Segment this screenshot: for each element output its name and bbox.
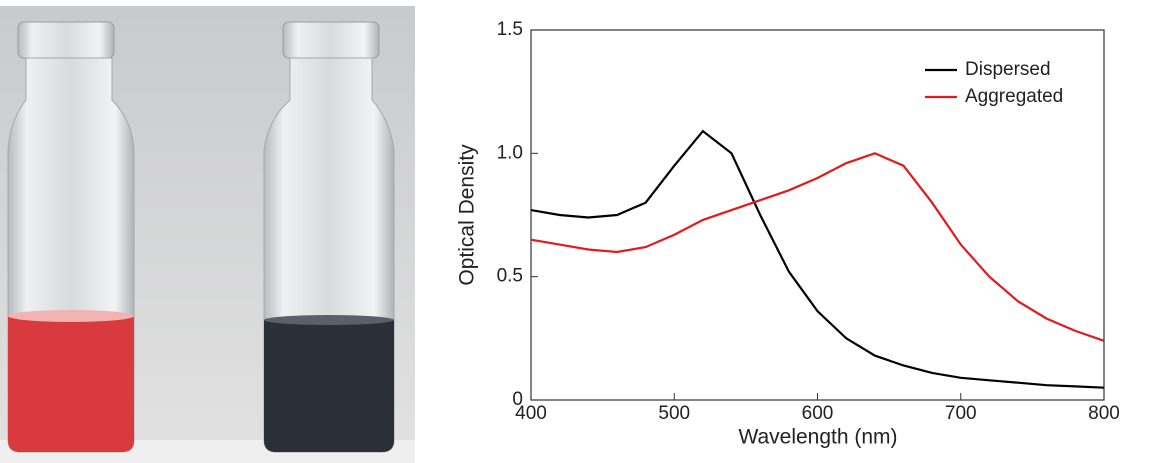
- line-series: [530, 129, 1105, 389]
- vial-red: [7, 21, 135, 453]
- x-tick-label: 700: [945, 403, 977, 424]
- y-axis-label: Optical Density: [456, 144, 479, 286]
- vial-dark: [263, 21, 395, 453]
- y-tick-label: 0: [512, 389, 523, 410]
- x-axis-label: Wavelength (nm): [738, 426, 897, 449]
- x-tick-label: 800: [1088, 403, 1120, 424]
- y-tick-label: 0.5: [497, 266, 523, 287]
- x-tick-label: 500: [658, 403, 690, 424]
- y-tick-label: 1.5: [497, 19, 523, 40]
- x-tick-label: 600: [802, 403, 834, 424]
- legend-label: Dispersed: [965, 59, 1051, 80]
- y-tick-label: 1.0: [497, 142, 523, 163]
- legend-label: Aggregated: [965, 86, 1063, 107]
- photo: [0, 6, 415, 463]
- x-tick-label: 400: [515, 403, 547, 424]
- line-series: [530, 152, 1105, 342]
